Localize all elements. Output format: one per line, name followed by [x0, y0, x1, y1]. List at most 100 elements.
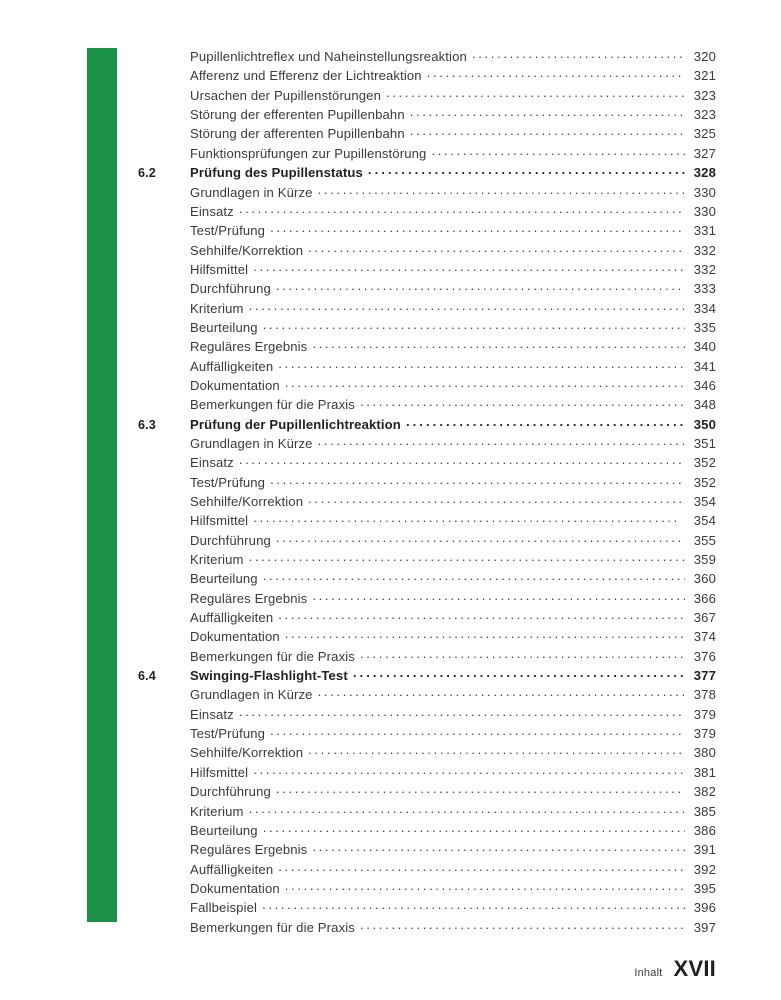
toc-dot-leader [278, 609, 685, 622]
toc-entry-row[interactable]: Einsatz 379 [138, 706, 716, 725]
toc-entry-row[interactable]: Beurteilung 335 [138, 319, 716, 338]
toc-entry-page-number: 352 [693, 455, 716, 471]
toc-entry-row[interactable]: Dokumentation 395 [138, 880, 716, 899]
toc-dot-leader [249, 551, 685, 564]
toc-entry-title: Störung der efferenten Pupillenbahn [190, 107, 405, 123]
toc-section-row[interactable]: 6.4 Swinging-Flashlight-Test 377 [138, 667, 716, 686]
toc-entry-row[interactable]: Pupillenlichtreflex und Naheinstellungsr… [138, 48, 716, 67]
toc-entry-title: Test/Prüfung [190, 223, 266, 239]
toc-entry-page-number: 327 [693, 145, 716, 161]
toc-entry-row[interactable]: Grundlagen in Kürze 378 [138, 686, 716, 705]
toc-dot-leader [360, 648, 685, 661]
toc-entry-title: Auffälligkeiten [190, 861, 274, 877]
toc-entry-title: Test/Prüfung [190, 474, 266, 490]
toc-dot-leader [312, 590, 685, 603]
toc-entry-row[interactable]: Grundlagen in Kürze 330 [138, 183, 716, 202]
toc-dot-leader [308, 744, 685, 757]
toc-entry-row[interactable]: Kriterium 334 [138, 299, 716, 318]
page-footer: Inhalt XVII [634, 956, 716, 982]
toc-entry-title: Afferenz und Efferenz der Lichtreaktion [190, 68, 422, 84]
toc-dot-leader [276, 532, 685, 545]
toc-dot-leader [239, 454, 685, 467]
toc-dot-leader [262, 899, 685, 912]
toc-dot-leader [427, 67, 685, 80]
toc-entry-row[interactable]: Beurteilung 386 [138, 822, 716, 841]
toc-entry-row[interactable]: Beurteilung 360 [138, 570, 716, 589]
toc-entry-row[interactable]: Grundlagen in Kürze 351 [138, 435, 716, 454]
toc-entry-title: Auffälligkeiten [190, 610, 274, 626]
toc-entry-title: Prüfung der Pupillenlichtreaktion [190, 416, 401, 432]
toc-entry-row[interactable]: Störung der afferenten Pupillenbahn 325 [138, 125, 716, 144]
toc-dot-leader [312, 338, 685, 351]
toc-entry-row[interactable]: Durchführung 355 [138, 532, 716, 551]
toc-entry-title: Reguläres Ergebnis [190, 339, 308, 355]
toc-dot-leader [368, 164, 685, 177]
toc-entry-row[interactable]: Sehhilfe/Korrektion 380 [138, 744, 716, 763]
toc-entry-row[interactable]: Ursachen der Pupillenstörungen 323 [138, 87, 716, 106]
toc-entry-row[interactable]: Bemerkungen für die Praxis 348 [138, 396, 716, 415]
toc-entry-row[interactable]: Sehhilfe/Korrektion 332 [138, 241, 716, 260]
toc-entry-row[interactable]: Bemerkungen für die Praxis 397 [138, 918, 716, 937]
toc-entry-page-number: 379 [693, 726, 716, 742]
toc-entry-row[interactable]: Einsatz 330 [138, 203, 716, 222]
toc-entry-row[interactable]: Störung der efferenten Pupillenbahn 323 [138, 106, 716, 125]
toc-entry-row[interactable]: Hilfsmittel 381 [138, 764, 716, 783]
toc-dot-leader [318, 435, 685, 448]
toc-dot-leader [263, 319, 685, 332]
toc-entry-page-number: 355 [693, 532, 716, 548]
toc-entry-title: Hilfsmittel [190, 764, 249, 780]
toc-entry-row[interactable]: Kriterium 359 [138, 551, 716, 570]
toc-dot-leader [253, 261, 685, 274]
toc-entry-page-number: 385 [693, 803, 716, 819]
toc-section-row[interactable]: 6.3 Prüfung der Pupillenlichtreaktion 350 [138, 416, 716, 435]
toc-entry-title: Beurteilung [190, 319, 258, 335]
toc-entry-row[interactable]: Hilfsmittel 332 [138, 261, 716, 280]
toc-dot-leader [276, 783, 685, 796]
toc-entry-page-number: 376 [693, 648, 716, 664]
toc-entry-row[interactable]: Kriterium 385 [138, 802, 716, 821]
toc-dot-leader [285, 880, 685, 893]
toc-entry-row[interactable]: Reguläres Ergebnis 391 [138, 841, 716, 860]
toc-dot-leader [249, 802, 685, 815]
toc-entry-title: Bemerkungen für die Praxis [190, 397, 355, 413]
toc-entry-row[interactable]: Einsatz 352 [138, 454, 716, 473]
toc-entry-number: 6.4 [138, 669, 156, 684]
toc-entry-title: Grundlagen in Kürze [190, 184, 313, 200]
toc-dot-leader [386, 87, 685, 100]
toc-dot-leader [253, 764, 685, 777]
toc-entry-row[interactable]: Test/Prüfung 352 [138, 474, 716, 493]
toc-entry-page-number: 320 [693, 49, 716, 65]
toc-entry-row[interactable]: Test/Prüfung 379 [138, 725, 716, 744]
toc-entry-title: Einsatz [190, 203, 234, 219]
toc-entry-title: Durchführung [190, 784, 271, 800]
toc-entry-row[interactable]: Fallbeispiel 396 [138, 899, 716, 918]
toc-entry-page-number: 386 [693, 822, 716, 838]
toc-entry-row[interactable]: Durchführung 333 [138, 280, 716, 299]
toc-dot-leader [263, 570, 685, 583]
toc-entry-row[interactable]: Durchführung 382 [138, 783, 716, 802]
toc-dot-leader [239, 706, 685, 719]
toc-entry-row[interactable]: Auffälligkeiten 341 [138, 358, 716, 377]
toc-entry-row[interactable]: Bemerkungen für die Praxis 376 [138, 648, 716, 667]
toc-entry-row[interactable]: Funktionsprüfungen zur Pupillenstörung 32… [138, 145, 716, 164]
toc-entry-row[interactable]: Hilfsmittel 354 [138, 512, 716, 531]
toc-entry-page-number: 321 [693, 68, 716, 84]
toc-entry-title: Kriterium [190, 300, 244, 316]
toc-dot-leader [278, 860, 685, 873]
toc-entry-row[interactable]: Test/Prüfung 331 [138, 222, 716, 241]
toc-entry-row[interactable]: Auffälligkeiten 392 [138, 860, 716, 879]
toc-entry-row[interactable]: Reguläres Ergebnis 340 [138, 338, 716, 357]
toc-entry-row[interactable]: Reguläres Ergebnis 366 [138, 590, 716, 609]
toc-entry-title: Durchführung [190, 532, 271, 548]
toc-dot-leader [406, 416, 685, 429]
toc-entry-row[interactable]: Auffälligkeiten 367 [138, 609, 716, 628]
toc-section-row[interactable]: 6.2 Prüfung des Pupillenstatus 328 [138, 164, 716, 183]
toc-entry-row[interactable]: Sehhilfe/Korrektion 354 [138, 493, 716, 512]
toc-entry-row[interactable]: Dokumentation 374 [138, 628, 716, 647]
toc-dot-leader [308, 241, 685, 254]
toc-entry-row[interactable]: Afferenz und Efferenz der Lichtreaktion 3… [138, 67, 716, 86]
toc-entry-title: Funktionsprüfungen zur Pupillenstörung [190, 145, 427, 161]
toc-entry-title: Kriterium [190, 552, 244, 568]
toc-entry-title: Bemerkungen für die Praxis [190, 919, 355, 935]
toc-entry-row[interactable]: Dokumentation 346 [138, 377, 716, 396]
